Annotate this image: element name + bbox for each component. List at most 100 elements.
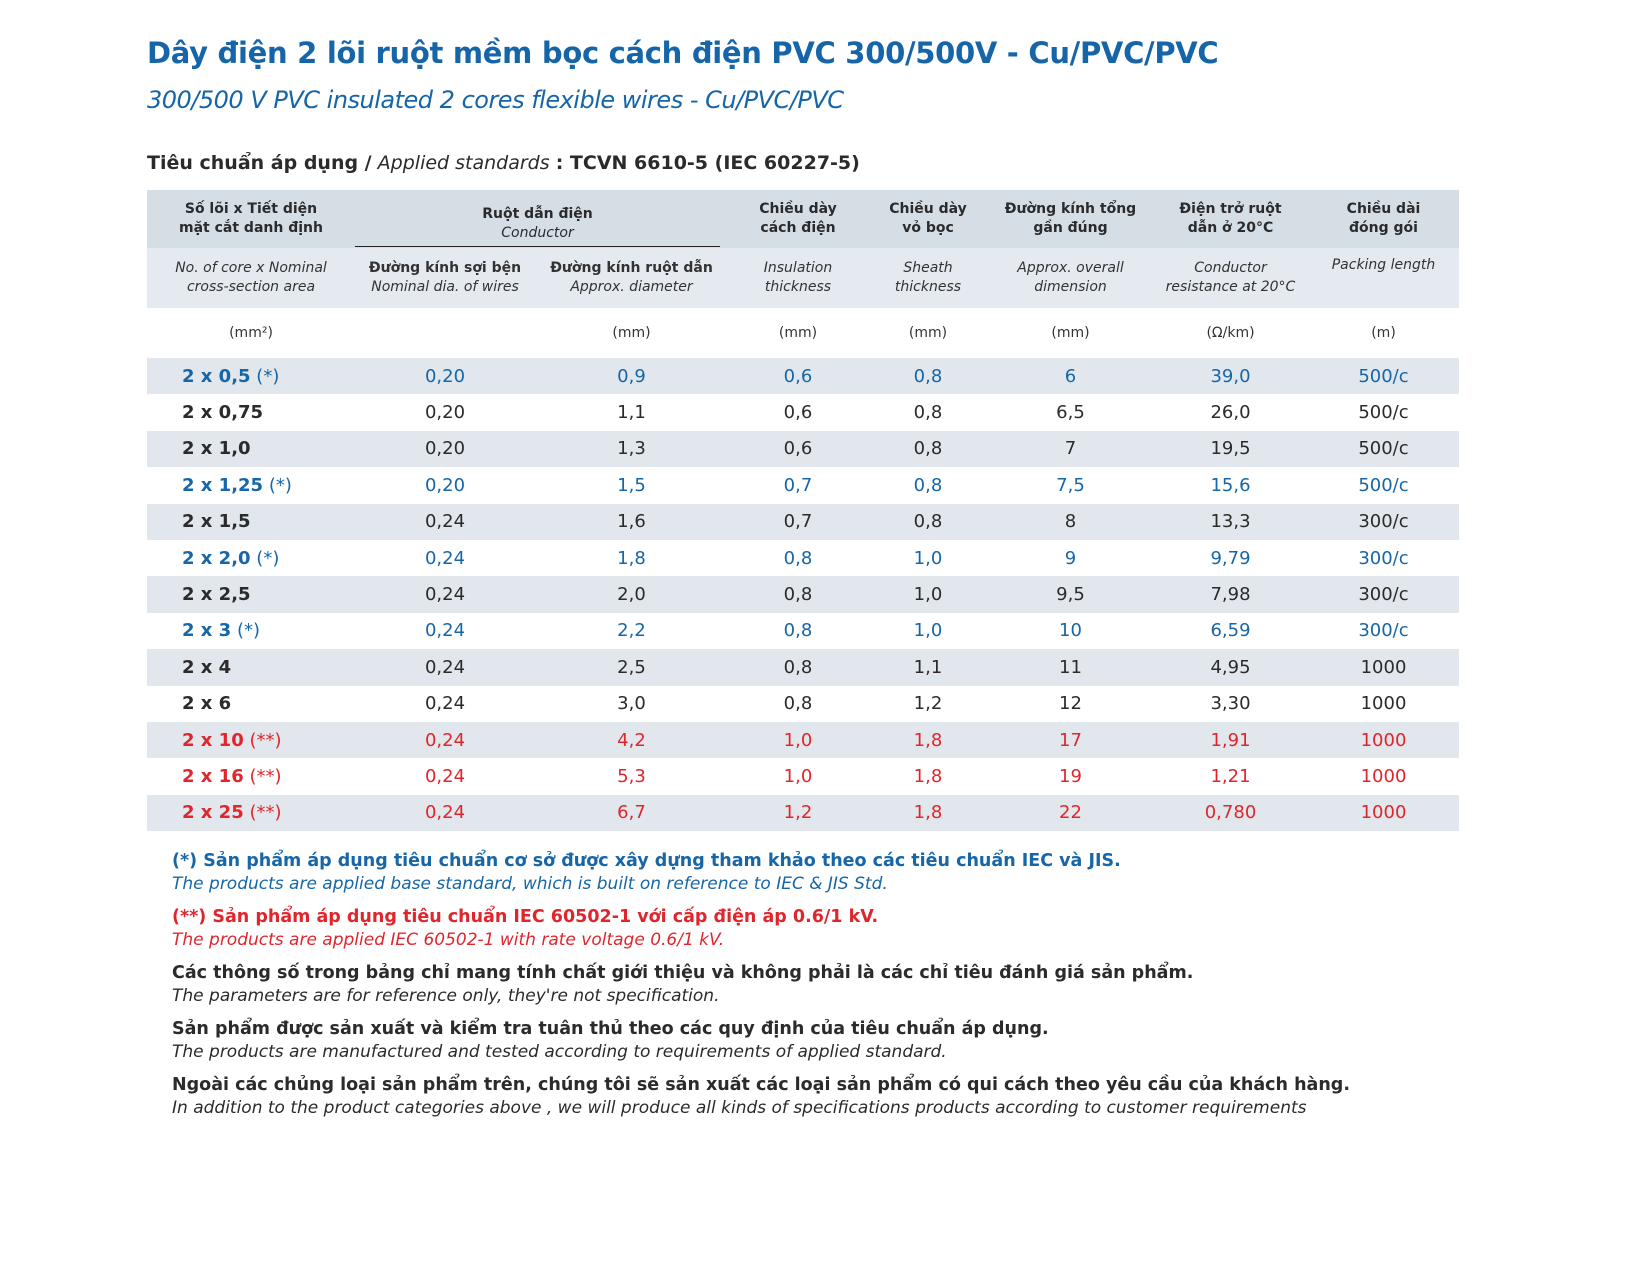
table-cell: 0,8 — [868, 358, 988, 395]
footnote-en: The products are applied IEC 60502-1 wit… — [172, 930, 725, 950]
table-cell: 5,3 — [617, 765, 646, 787]
table-cell: 9,79 — [1210, 547, 1251, 569]
specification-table: Số lõi x Tiết diện mặt cắt danh định Ruộ… — [147, 190, 1459, 832]
table-cell: 9 — [1064, 547, 1077, 569]
footnote: Sản phẩm được sản xuất và kiểm tra tuân … — [172, 1018, 1472, 1063]
table-cell: 4,95 — [1153, 649, 1308, 686]
table-cell: 0,8 — [783, 693, 813, 715]
table-cell: 1000 — [1360, 765, 1407, 787]
cell-size: 2 x 4 — [147, 649, 355, 686]
cell-size: 2 x 6 — [182, 693, 232, 715]
unit-packing: (m) — [1371, 325, 1396, 341]
table-cell: 0,8 — [868, 430, 988, 468]
table-cell: 0,6 — [783, 402, 813, 424]
table-row: 2 x 4 0,24 2,5 0,8 1,1 11 4,95 1000 — [147, 649, 1459, 686]
unit-wire-dia — [355, 308, 535, 358]
cell-size: 2 x 2,0 (*) — [182, 547, 280, 569]
table-cell: 1,8 — [868, 721, 988, 759]
table-cell: 1,0 — [728, 721, 868, 759]
table-cell: 0,6 — [728, 358, 868, 395]
table-cell: 3,30 — [1210, 693, 1251, 715]
table-cell: 1000 — [1308, 649, 1459, 686]
table-cell: 1,8 — [617, 547, 646, 569]
table-cell: 0,6 — [728, 430, 868, 468]
table-cell: 1,5 — [617, 474, 646, 496]
table-cell: 2,5 — [535, 649, 728, 686]
standard-value: : TCVN 6610-5 (IEC 60227-5) — [555, 152, 860, 174]
standard-label-vi: Tiêu chuẩn áp dụng / — [147, 152, 372, 174]
table-cell: 500/c — [1358, 474, 1409, 496]
table-cell: 0,8 — [783, 620, 813, 642]
table-cell: 11 — [988, 649, 1153, 686]
table-cell: 1,2 — [728, 794, 868, 832]
header-resistance: Điện trở ruột dẫn ở 20°C — [1153, 190, 1308, 248]
unit-conductor-dia: (mm) — [612, 325, 651, 341]
unit-sheath: (mm) — [908, 325, 948, 341]
footnote-en: The products are applied base standard, … — [172, 874, 888, 894]
header-sheath: Chiều dày vỏ bọc — [868, 190, 988, 248]
table-row: 2 x 1,0 0,20 1,3 0,6 0,8 7 19,5 500/c — [147, 430, 1459, 468]
header-conductor-dia: Đường kính ruột dẫn Approx. diameter — [535, 248, 728, 308]
table-cell: 0,24 — [355, 794, 535, 832]
table-cell: 1000 — [1308, 721, 1459, 759]
page-subtitle: 300/500 V PVC insulated 2 cores flexible… — [147, 86, 844, 114]
table-cell: 1000 — [1308, 794, 1459, 832]
table-cell: 9,5 — [988, 576, 1153, 613]
header-size: Số lõi x Tiết diện mặt cắt danh định — [147, 190, 355, 248]
table-cell: 0,780 — [1153, 794, 1308, 832]
footnote-vi: (**) Sản phẩm áp dụng tiêu chuẩn IEC 605… — [172, 907, 879, 927]
table-cell: 22 — [988, 794, 1153, 832]
page-title: Dây điện 2 lõi ruột mềm bọc cách điện PV… — [147, 36, 1219, 70]
applied-standard: Tiêu chuẩn áp dụng / Applied standards :… — [147, 152, 860, 174]
table-cell: 12 — [1059, 693, 1082, 715]
cell-size: 2 x 0,5 (*) — [147, 358, 355, 395]
header-packing-length: Chiều dài đóng gói — [1308, 190, 1459, 248]
table-cell: 0,24 — [424, 620, 466, 642]
table-cell: 7,5 — [1056, 474, 1085, 496]
header-insulation-en: Insulation thickness — [728, 248, 868, 308]
header-sheath-en: Sheath thickness — [868, 248, 988, 308]
table-cell: 2,0 — [535, 576, 728, 613]
cell-size: 2 x 3 (*) — [182, 620, 260, 642]
table-cell: 0,8 — [728, 576, 868, 613]
header-overall-en: Approx. overall dimension — [988, 248, 1153, 308]
footnote-vi: Các thông số trong bảng chỉ mang tính ch… — [172, 963, 1194, 983]
table-cell: 0,24 — [424, 693, 466, 715]
header-packing-en: Packing length — [1308, 248, 1459, 308]
footnote: Ngoài các chủng loại sản phẩm trên, chún… — [172, 1074, 1472, 1119]
table-cell: 3,0 — [617, 693, 646, 715]
cell-size: 2 x 0,75 — [182, 402, 264, 424]
table-cell: 500/c — [1308, 430, 1459, 468]
table-cell: 1,0 — [868, 576, 988, 613]
table-cell: 0,24 — [355, 649, 535, 686]
footnote: (*) Sản phẩm áp dụng tiêu chuẩn cơ sở đư… — [172, 850, 1472, 895]
table-cell: 0,8 — [913, 402, 943, 424]
table-row: 2 x 25 (**) 0,24 6,7 1,2 1,8 22 0,780 1000 — [147, 794, 1459, 832]
table-row: 2 x 6 0,24 3,0 0,8 1,2 12 3,30 1000 — [147, 686, 1459, 722]
unit-insulation: (mm) — [778, 325, 818, 341]
cell-size: 2 x 25 (**) — [147, 794, 355, 832]
table-cell: 0,24 — [424, 547, 466, 569]
table-cell: 1,8 — [913, 765, 943, 787]
table-cell: 1,6 — [535, 503, 728, 540]
cell-size: 2 x 10 (**) — [147, 721, 355, 759]
table-cell: 15,6 — [1210, 474, 1251, 496]
table-cell: 17 — [988, 721, 1153, 759]
footnote-en: In addition to the product categories ab… — [172, 1098, 1307, 1118]
header-insulation: Chiều dày cách điện — [728, 190, 868, 248]
standard-label-en: Applied standards — [377, 152, 550, 174]
table-row: 2 x 0,75 0,20 1,1 0,6 0,8 6,5 26,0 500/c — [147, 394, 1459, 430]
table-cell: 1,2 — [913, 693, 943, 715]
table-cell: 0,9 — [535, 358, 728, 395]
header-resistance-en: Conductor resistance at 20°C — [1153, 248, 1308, 308]
table-cell: 0,24 — [355, 721, 535, 759]
table-cell: 1,1 — [868, 649, 988, 686]
table-cell: 300/c — [1358, 620, 1409, 642]
table-cell: 7 — [988, 430, 1153, 468]
header-conductor: Ruột dẫn điện Conductor — [355, 190, 728, 248]
cell-size: 2 x 1,5 — [147, 503, 355, 540]
table-cell: 500/c — [1308, 358, 1459, 395]
table-cell: 1,0 — [913, 547, 943, 569]
table-cell: 0,8 — [783, 547, 813, 569]
table-cell: 300/c — [1358, 547, 1409, 569]
